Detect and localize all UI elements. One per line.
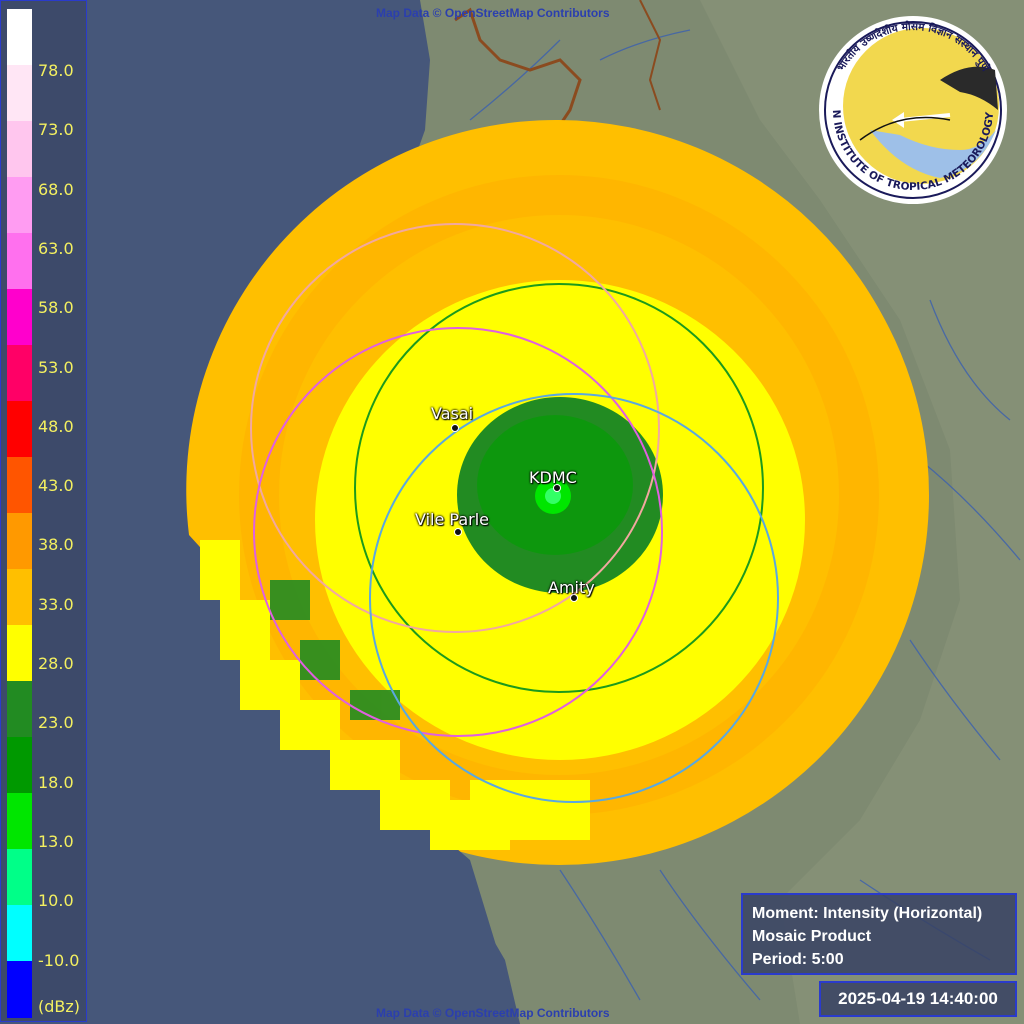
legend-swatch xyxy=(7,681,32,738)
legend-tick-label: 43.0 xyxy=(38,476,74,496)
legend-tick-label: 48.0 xyxy=(38,416,74,436)
legend-swatch xyxy=(7,793,32,850)
info-panel: Moment: Intensity (Horizontal) Mosaic Pr… xyxy=(741,893,1017,975)
legend-tick-label: 68.0 xyxy=(38,179,74,199)
legend-tick-label: 53.0 xyxy=(38,357,74,377)
attribution-bottom[interactable]: Map Data © OpenStreetMap Contributors xyxy=(376,1006,610,1020)
product-label: Mosaic Product xyxy=(752,928,872,945)
legend-tick-label: 13.0 xyxy=(38,831,74,851)
legend-swatch xyxy=(7,401,32,458)
legend-tick-label: 10.0 xyxy=(38,891,74,911)
legend-swatch xyxy=(7,177,32,234)
place-marker[interactable] xyxy=(454,528,462,536)
place-marker[interactable] xyxy=(570,594,578,602)
legend-tick-label: 63.0 xyxy=(38,238,74,258)
coverage-ring-amity xyxy=(369,393,779,803)
moment-label: Moment: Intensity (Horizontal) xyxy=(752,905,983,922)
timestamp: 2025-04-19 14:40:00 xyxy=(819,981,1017,1017)
legend-swatch xyxy=(7,737,32,794)
svg-text:भारतीय उष्णदेशीय मौसम विज्ञान: भारतीय उष्णदेशीय मौसम विज्ञान संस्थान पु… xyxy=(835,20,992,74)
legend-swatch xyxy=(7,849,32,906)
legend-tick-label: 18.0 xyxy=(38,772,74,792)
legend-swatch xyxy=(7,961,32,1018)
legend-swatch xyxy=(7,345,32,402)
coverage-ring-kdmc xyxy=(354,283,764,693)
legend-swatch xyxy=(7,569,32,626)
legend-tick-label: 33.0 xyxy=(38,594,74,614)
iitm-logo xyxy=(819,16,1007,204)
legend-swatch xyxy=(7,121,32,178)
place-label: Vile Parle xyxy=(415,510,490,529)
colorbar xyxy=(7,9,32,1018)
legend-swatch xyxy=(7,513,32,570)
legend-swatch xyxy=(7,289,32,346)
legend-swatch xyxy=(7,625,32,682)
legend-tick-label: 73.0 xyxy=(38,120,74,140)
attribution-top[interactable]: Map Data © OpenStreetMap Contributors xyxy=(376,6,610,20)
place-marker[interactable] xyxy=(553,484,561,492)
legend-tick-label: 58.0 xyxy=(38,298,74,318)
legend-swatch xyxy=(7,457,32,514)
legend-swatch xyxy=(7,233,32,290)
place-marker[interactable] xyxy=(451,424,459,432)
place-label: Amity xyxy=(548,578,595,597)
legend-tick-label: -10.0 xyxy=(38,950,80,970)
legend-swatch xyxy=(7,905,32,962)
coverage-ring-vileparle xyxy=(253,327,663,737)
legend-tick-label: 78.0 xyxy=(38,61,74,80)
legend-unit: (dBz) xyxy=(38,997,81,1016)
place-label: Vasai xyxy=(431,404,474,423)
legend-swatch xyxy=(7,65,32,122)
legend-tick-label: 28.0 xyxy=(38,654,74,673)
legend-tick-label: 23.0 xyxy=(38,713,74,733)
period-label: Period: 5:00 xyxy=(752,951,844,968)
logo-ring-text: INDIAN INSTITUTE OF TROPICAL METEOROLOGY… xyxy=(819,16,996,193)
place-label: KDMC xyxy=(529,468,577,487)
color-legend: 78.0 73.0 68.0 63.0 58.0 53.0 48.0 43.0 38.0 33.0… xyxy=(0,0,87,1022)
legend-swatch xyxy=(7,9,32,66)
legend-tick-label: 38.0 xyxy=(38,535,74,555)
coverage-ring-vasai xyxy=(250,223,660,633)
